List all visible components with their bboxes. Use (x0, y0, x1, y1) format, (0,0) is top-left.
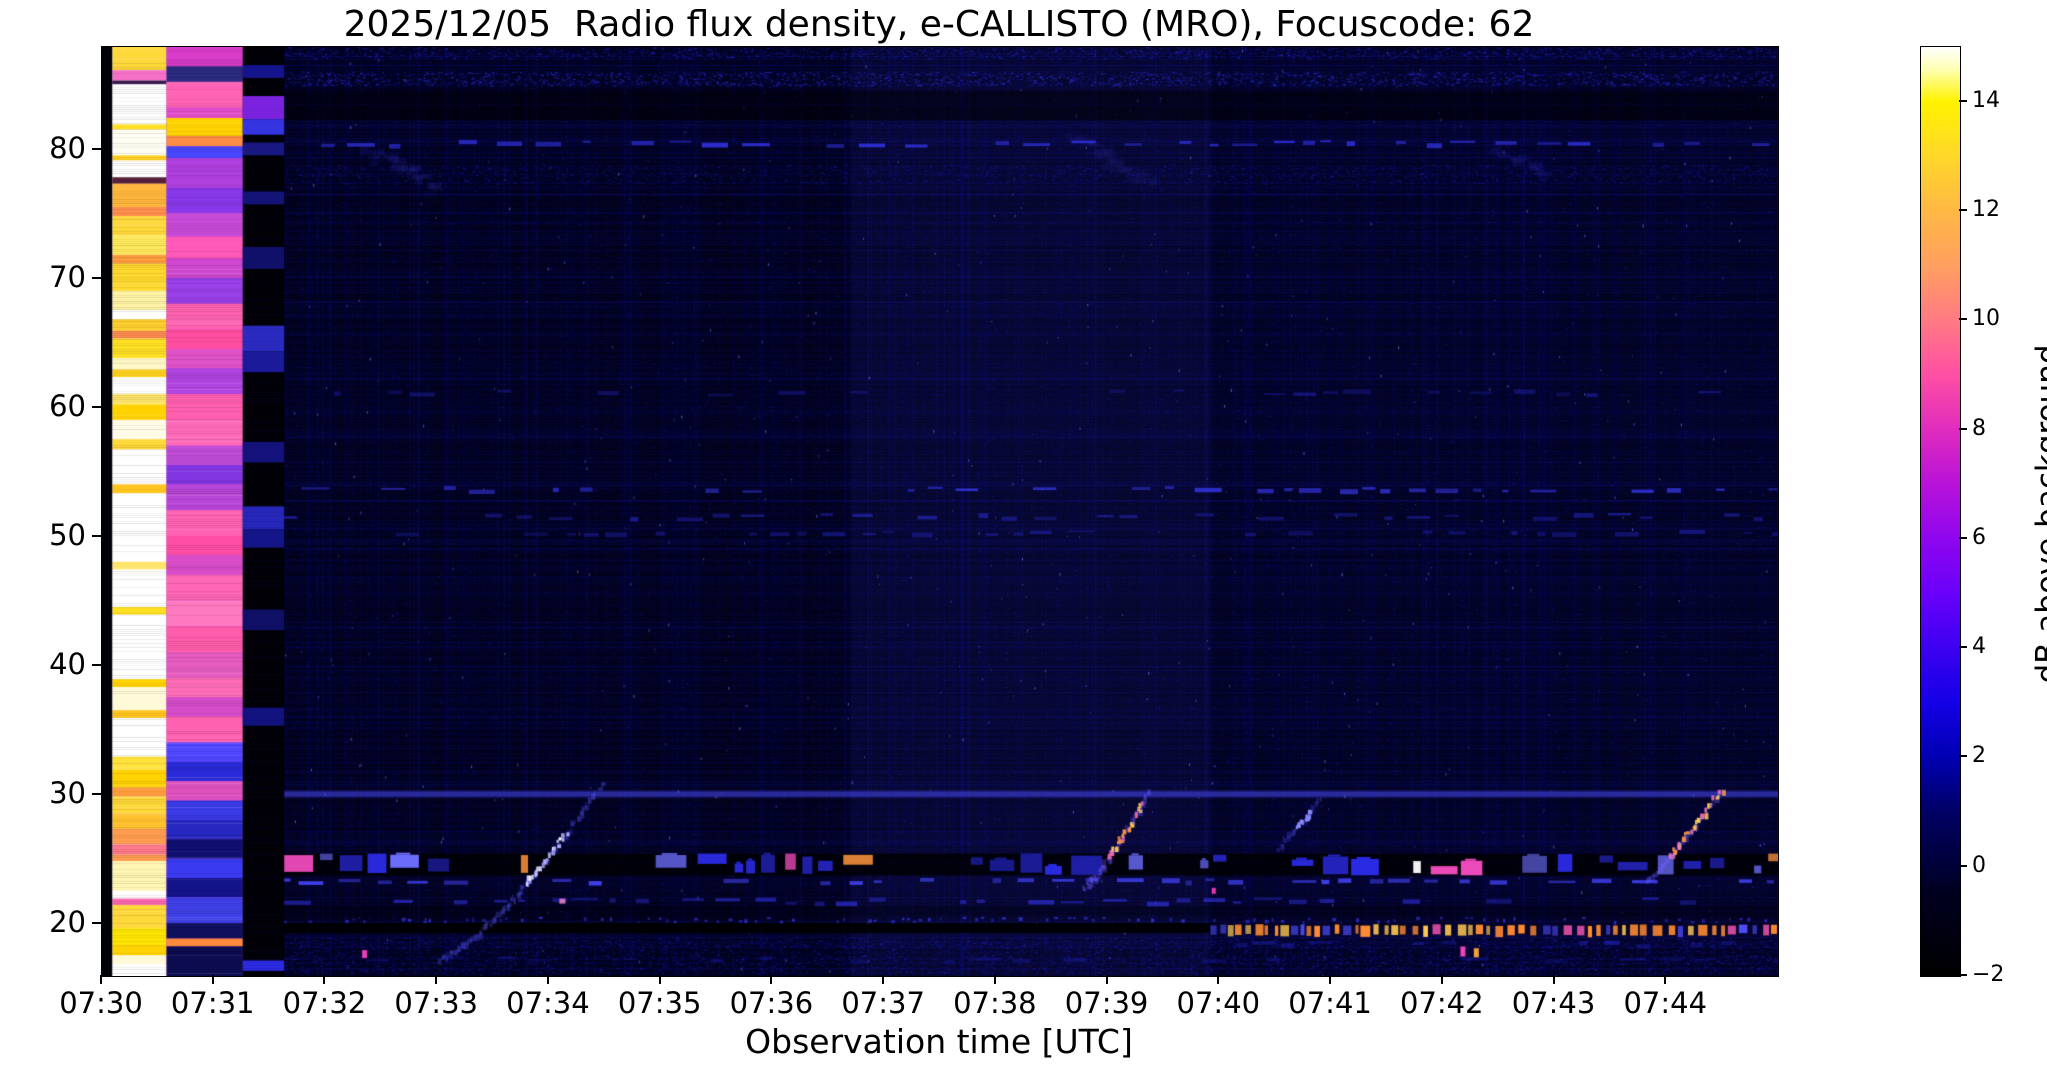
x-tick-label: 07:37 (841, 986, 925, 1020)
y-tick-mark (92, 535, 101, 538)
y-tick-label: 20 (49, 905, 86, 940)
y-tick-mark (92, 664, 101, 667)
colorbar-tick-label: 12 (1972, 196, 2000, 222)
spectrogram-canvas (102, 47, 1778, 976)
x-tick-label: 07:35 (617, 986, 702, 1020)
x-tick-mark (1440, 975, 1443, 984)
x-tick-label: 07:43 (1511, 986, 1596, 1020)
colorbar-label: dB above background (2030, 344, 2047, 684)
colorbar-tick-mark (1959, 864, 1967, 867)
y-tick-label: 70 (49, 260, 86, 295)
x-tick-label: 07:38 (953, 986, 1037, 1020)
x-tick-label: 07:34 (506, 986, 590, 1020)
x-tick-label: 07:31 (170, 986, 255, 1020)
x-tick-label: 07:44 (1623, 986, 1708, 1020)
y-tick-mark (92, 148, 101, 151)
colorbar (1920, 46, 1961, 977)
x-tick-mark (1664, 975, 1667, 984)
y-tick-label: 60 (49, 389, 86, 424)
x-tick-label: 07:30 (59, 986, 143, 1020)
chart-title: 2025/12/05 Radio flux density, e-CALLIST… (343, 4, 1535, 45)
x-tick-mark (770, 975, 773, 984)
colorbar-tick-label: 0 (1972, 852, 1986, 878)
y-tick-label: 40 (49, 647, 86, 682)
x-tick-mark (211, 975, 214, 984)
colorbar-tick-label: 8 (1972, 415, 1986, 441)
x-tick-label: 07:41 (1288, 986, 1372, 1020)
x-tick-label: 07:32 (282, 986, 367, 1020)
y-tick-label: 30 (49, 776, 86, 811)
x-tick-mark (1552, 975, 1555, 984)
x-tick-label: 07:40 (1176, 986, 1261, 1020)
x-tick-mark (546, 975, 549, 984)
colorbar-tick-label: 10 (1972, 306, 2000, 332)
colorbar-tick-label: 6 (1972, 524, 1986, 550)
y-tick-label: 50 (49, 518, 86, 553)
x-tick-mark (993, 975, 996, 984)
x-tick-mark (1329, 975, 1332, 984)
x-tick-mark (100, 975, 102, 984)
colorbar-tick-label: 2 (1972, 743, 1986, 769)
y-tick-mark (92, 277, 101, 280)
colorbar-tick-mark (1959, 318, 1967, 321)
y-tick-label: 80 (49, 131, 86, 166)
x-axis-label: Observation time [UTC] (745, 1022, 1133, 1061)
colorbar-tick-mark (1959, 536, 1967, 539)
colorbar-tick-mark (1959, 99, 1967, 102)
colorbar-tick-label: 4 (1972, 634, 1986, 660)
colorbar-tick-mark (1959, 755, 1967, 758)
x-tick-label: 07:42 (1400, 986, 1484, 1020)
spectrogram-plot (101, 46, 1779, 977)
y-tick-mark (92, 793, 101, 796)
y-tick-mark (92, 922, 101, 925)
x-tick-label: 07:36 (729, 986, 814, 1020)
colorbar-tick-mark (1959, 427, 1967, 430)
colorbar-tick-mark (1959, 208, 1967, 211)
x-tick-mark (1105, 975, 1108, 984)
colorbar-tick-mark (1959, 974, 1967, 976)
x-tick-mark (323, 975, 326, 984)
colorbar-tick-label: −2 (1972, 962, 2005, 987)
colorbar-tick-mark (1959, 646, 1967, 649)
colorbar-tick-label: 14 (1972, 87, 2000, 113)
x-tick-label: 07:39 (1064, 986, 1149, 1020)
x-tick-mark (435, 975, 438, 984)
x-tick-mark (1217, 975, 1220, 984)
y-tick-mark (92, 406, 101, 409)
x-tick-mark (658, 975, 661, 984)
x-tick-label: 07:33 (394, 986, 478, 1020)
x-tick-mark (882, 975, 885, 984)
